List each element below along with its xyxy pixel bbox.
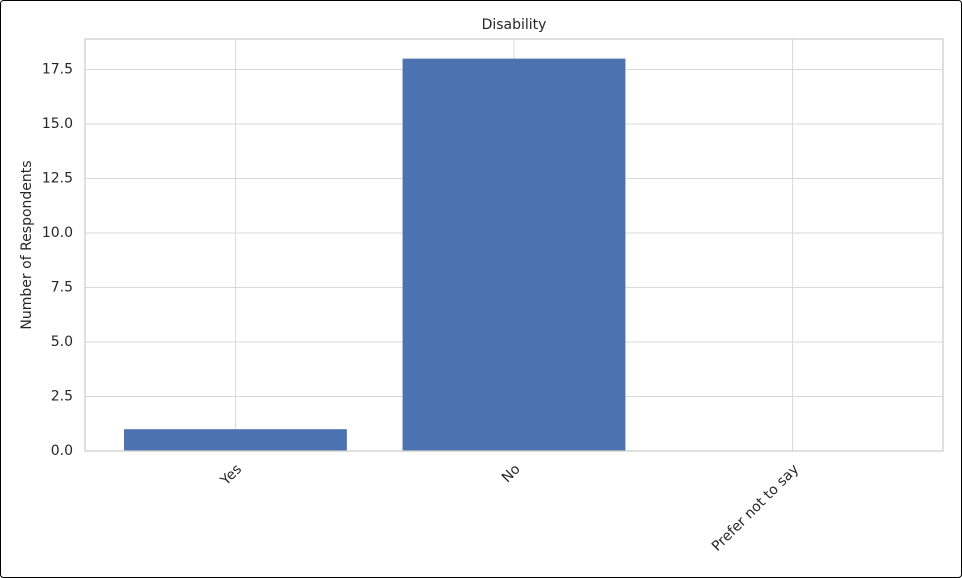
bar xyxy=(402,58,626,451)
y-tick-label: 0.0 xyxy=(51,443,73,459)
chart-title: Disability xyxy=(482,17,547,33)
y-tick-label: 15.0 xyxy=(42,116,73,132)
plot-border xyxy=(84,38,944,452)
y-tick-label: 5.0 xyxy=(51,334,73,350)
y-tick-label: 12.5 xyxy=(42,171,73,187)
y-tick-label: 2.5 xyxy=(51,389,73,405)
y-axis-label: Number of Respondents xyxy=(19,160,35,329)
y-tick-label: 7.5 xyxy=(51,280,73,296)
bar xyxy=(124,429,347,451)
y-tick-label: 10.0 xyxy=(42,225,73,241)
y-tick-label: 17.5 xyxy=(42,62,73,78)
